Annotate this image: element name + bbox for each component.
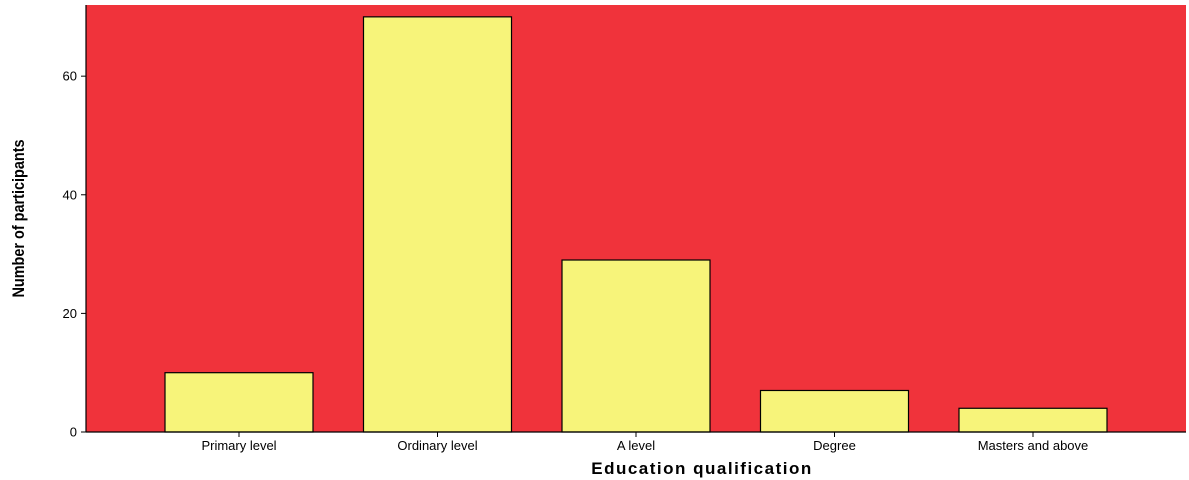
bar-masters-and-above [958,407,1108,433]
bars-group [164,16,1108,433]
y-tick-label: 60 [63,69,77,84]
bar-ordinary-level [362,16,513,433]
x-tick-label: Masters and above [978,438,1089,453]
y-tick-label: 0 [70,425,77,440]
x-axis-title: Education qualification [591,459,813,478]
bar-a-level [561,259,711,433]
x-tick-label: Degree [813,438,856,453]
x-tick-label: A level [617,438,655,453]
x-axis: Primary level Ordinary level A level Degree… [86,431,1186,453]
y-axis: 0 20 40 60 [63,5,87,440]
bar-primary-level [164,372,314,433]
bar-degree [759,389,910,433]
y-axis-title: Number of participants [10,139,28,297]
y-tick-label: 20 [63,306,77,321]
x-tick-label: Ordinary level [397,438,477,453]
x-tick-label: Primary level [201,438,276,453]
y-tick-label: 40 [63,187,77,202]
